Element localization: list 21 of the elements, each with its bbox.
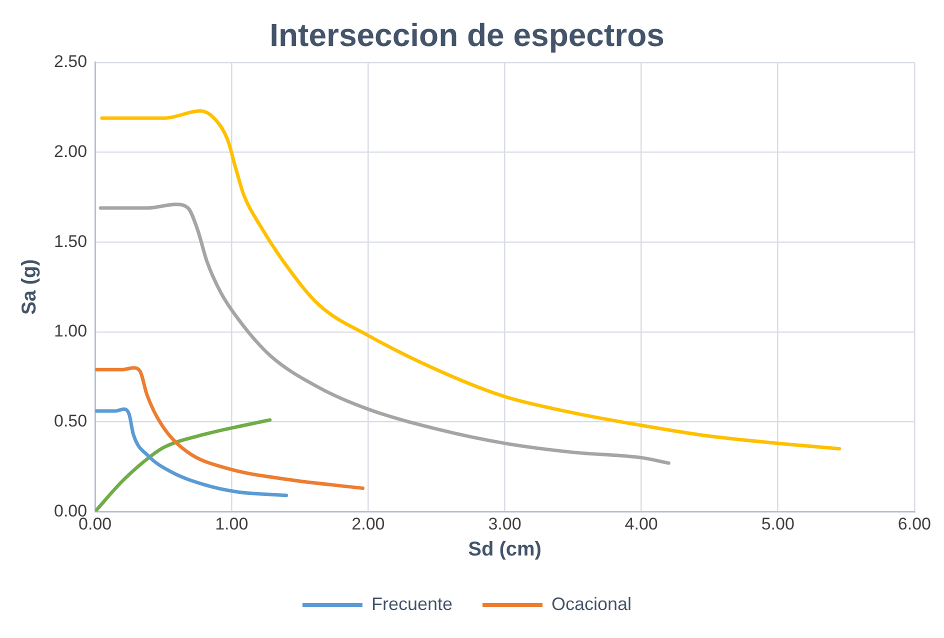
x-axis-title: Sd (cm)	[468, 538, 542, 561]
x-tick-label: 1.00	[215, 514, 248, 534]
legend-label: Frecuente	[371, 594, 453, 614]
y-tick-label: 2.50	[54, 52, 88, 72]
x-tick-label: 5.00	[761, 514, 794, 534]
x-tick-label: 4.00	[624, 514, 658, 534]
x-tick-label: 6.00	[898, 514, 932, 534]
x-tick-label: 3.00	[488, 514, 522, 534]
x-tick-label: 2.00	[352, 514, 385, 534]
line-series	[95, 407, 288, 498]
line-series	[95, 366, 364, 490]
line-series	[98, 202, 670, 465]
y-tick-label: 0.50	[54, 411, 88, 430]
y-tick-label: 1.50	[54, 232, 88, 251]
y-tick-label: 1.00	[54, 322, 88, 341]
chart-title: Interseccion de espectros	[270, 17, 664, 54]
y-tick-label: 2.00	[54, 142, 88, 161]
y-axis-title: Sa (g)	[18, 259, 41, 315]
line-series	[95, 418, 272, 512]
line-series	[100, 109, 842, 450]
legend-label: Ocacional	[552, 594, 632, 614]
